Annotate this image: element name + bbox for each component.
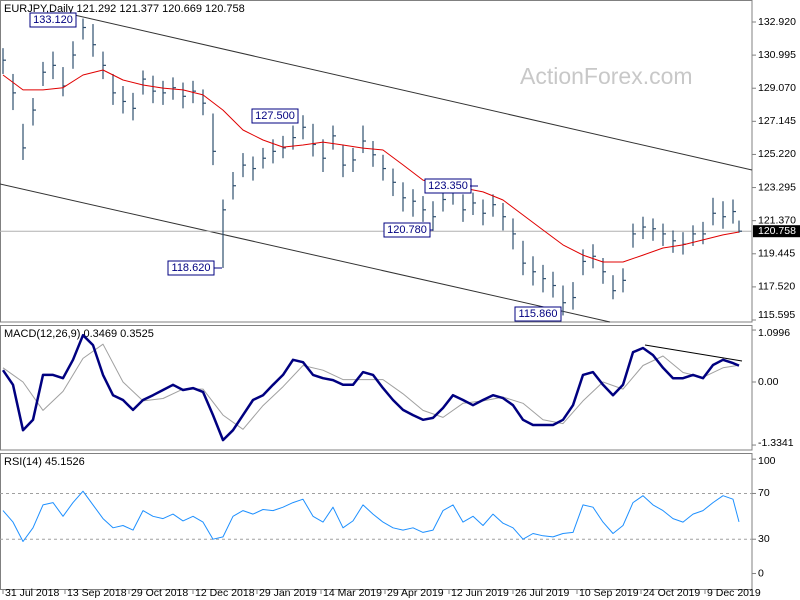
y-tick-label: 132.920 xyxy=(758,16,796,28)
y-tick-label: 119.445 xyxy=(758,248,795,260)
y-tick-label: 121.370 xyxy=(758,214,796,226)
y-tick-label: 0.00 xyxy=(758,376,779,388)
rsi-panel xyxy=(0,453,753,590)
channel-upper xyxy=(69,13,753,171)
panel-title: EURJPY,Daily 121.292 121.377 120.669 120… xyxy=(4,3,245,15)
x-tick-label: 31 Jul 2018 xyxy=(5,587,59,599)
annotation: 133.120 xyxy=(33,14,73,26)
x-tick-label: 26 Jul 2019 xyxy=(515,587,569,599)
x-tick-label: 13 Sep 2018 xyxy=(67,587,127,599)
watermark: ActionForex.com xyxy=(520,63,693,89)
annotation-box xyxy=(29,12,77,28)
price-panel xyxy=(0,0,753,323)
series-line xyxy=(2,69,740,263)
series-line xyxy=(1,333,740,442)
x-tick-label: 9 Dec 2019 xyxy=(707,587,761,599)
last-price-box xyxy=(753,225,800,238)
panel-title: RSI(14) 45.1526 xyxy=(4,456,85,468)
x-tick-label: 14 Mar 2019 xyxy=(323,587,382,599)
annotation-box xyxy=(251,108,299,124)
x-tick-label: 10 Sep 2019 xyxy=(579,587,639,599)
channel-lower xyxy=(0,183,611,323)
y-tick-label: 127.145 xyxy=(758,115,796,127)
annotation: 120.780 xyxy=(387,224,427,236)
x-tick-label: 29 Apr 2019 xyxy=(387,587,444,599)
y-tick-label: 130.995 xyxy=(758,49,796,61)
y-tick-label: 115.595 xyxy=(758,309,795,321)
annotation: 115.860 xyxy=(519,308,558,320)
x-tick-label: 12 Dec 2018 xyxy=(195,587,255,599)
annotation: 127.500 xyxy=(255,110,295,122)
last-price-label: 120.758 xyxy=(758,225,796,237)
y-tick-label: 0 xyxy=(758,567,764,579)
y-tick-label: -1.3341 xyxy=(758,437,794,449)
x-tick-label: 29 Oct 2018 xyxy=(131,587,188,599)
y-tick-label: 100 xyxy=(758,455,776,467)
x-tick-label: 24 Oct 2019 xyxy=(643,587,700,599)
panel-title: MACD(12,26,9) 0.3469 0.3525 xyxy=(4,328,154,340)
y-tick-label: 129.070 xyxy=(758,82,796,94)
macd-panel xyxy=(0,325,753,451)
annotation: 118.620 xyxy=(172,262,211,274)
plot-layer: EURJPY,Daily 121.292 121.377 120.669 120… xyxy=(0,3,800,599)
y-tick-label: 1.0996 xyxy=(758,327,790,339)
series-line xyxy=(2,490,740,542)
annotation: 123.350 xyxy=(428,180,468,192)
macd-trendline xyxy=(644,344,743,362)
y-tick-label: 117.520 xyxy=(758,281,795,293)
y-tick-label: 125.220 xyxy=(758,148,796,160)
x-tick-label: 29 Jan 2019 xyxy=(259,587,317,599)
y-tick-label: 123.295 xyxy=(758,181,796,193)
y-tick-label: 70 xyxy=(758,487,770,499)
annotation-box xyxy=(514,306,562,322)
y-tick-label: 30 xyxy=(758,533,770,545)
x-tick-label: 12 Jun 2019 xyxy=(451,587,509,599)
